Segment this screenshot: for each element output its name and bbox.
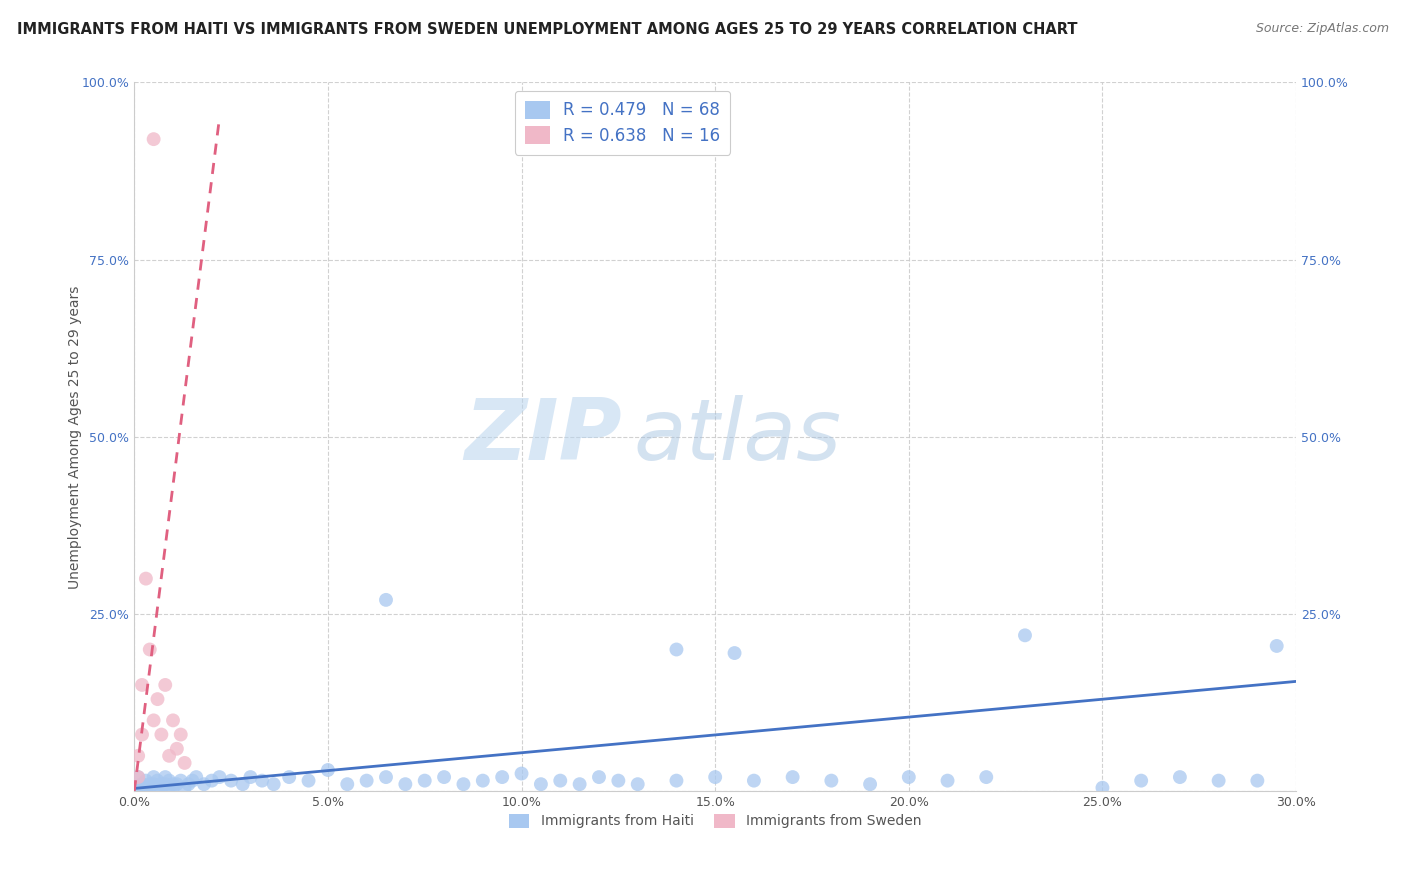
Point <box>471 773 494 788</box>
Point <box>131 777 153 791</box>
Point <box>433 770 456 784</box>
Point <box>820 773 842 788</box>
Y-axis label: Unemployment Among Ages 25 to 29 years: Unemployment Among Ages 25 to 29 years <box>67 285 82 589</box>
Point <box>146 773 169 788</box>
Legend: Immigrants from Haiti, Immigrants from Sweden: Immigrants from Haiti, Immigrants from S… <box>503 808 928 834</box>
Point <box>1091 780 1114 795</box>
Point <box>157 780 180 795</box>
Point <box>250 773 273 788</box>
Point <box>173 780 195 795</box>
Point <box>181 773 204 788</box>
Point <box>491 770 513 784</box>
Point <box>135 773 157 788</box>
Point <box>704 770 727 784</box>
Point <box>127 748 149 763</box>
Point <box>394 777 416 791</box>
Point <box>1246 773 1268 788</box>
Point <box>607 773 630 788</box>
Point <box>1168 770 1191 784</box>
Point <box>177 777 200 791</box>
Point <box>1130 773 1153 788</box>
Point <box>162 777 184 791</box>
Point <box>150 780 173 795</box>
Point <box>375 593 398 607</box>
Point <box>936 773 959 788</box>
Point <box>627 777 650 791</box>
Point <box>510 766 533 780</box>
Point <box>155 777 177 791</box>
Point <box>263 777 285 791</box>
Text: IMMIGRANTS FROM HAITI VS IMMIGRANTS FROM SWEDEN UNEMPLOYMENT AMONG AGES 25 TO 29: IMMIGRANTS FROM HAITI VS IMMIGRANTS FROM… <box>17 22 1077 37</box>
Point <box>201 773 224 788</box>
Text: atlas: atlas <box>634 395 842 478</box>
Text: Source: ZipAtlas.com: Source: ZipAtlas.com <box>1256 22 1389 36</box>
Point <box>859 777 882 791</box>
Point <box>375 770 398 784</box>
Text: ZIP: ZIP <box>464 395 623 478</box>
Point <box>548 773 571 788</box>
Point <box>413 773 436 788</box>
Point <box>782 770 804 784</box>
Point <box>139 642 162 657</box>
Point <box>162 780 184 795</box>
Point <box>723 646 745 660</box>
Point <box>208 770 231 784</box>
Point <box>665 642 688 657</box>
Point <box>665 773 688 788</box>
Point <box>146 692 169 706</box>
Point <box>155 770 177 784</box>
Point <box>186 770 208 784</box>
Point <box>974 770 997 784</box>
Point <box>897 770 920 784</box>
Point <box>1014 628 1036 642</box>
Point <box>146 780 169 795</box>
Point <box>142 777 165 791</box>
Point <box>131 780 153 795</box>
Point <box>135 780 157 795</box>
Point <box>150 777 173 791</box>
Point <box>1265 639 1288 653</box>
Point <box>742 773 765 788</box>
Point <box>131 678 153 692</box>
Point <box>232 777 254 791</box>
Point <box>297 773 319 788</box>
Point <box>157 773 180 788</box>
Point <box>166 741 188 756</box>
Point <box>588 770 610 784</box>
Point <box>170 727 193 741</box>
Point <box>453 777 475 791</box>
Point <box>166 777 188 791</box>
Point <box>193 777 215 791</box>
Point <box>127 780 149 795</box>
Point <box>162 714 184 728</box>
Point <box>139 777 162 791</box>
Point <box>316 763 339 777</box>
Point <box>530 777 553 791</box>
Point <box>239 770 262 784</box>
Point <box>142 132 165 146</box>
Point <box>127 770 149 784</box>
Point <box>1208 773 1230 788</box>
Point <box>336 777 359 791</box>
Point <box>170 773 193 788</box>
Point <box>142 714 165 728</box>
Point <box>139 780 162 795</box>
Point <box>142 770 165 784</box>
Point <box>131 727 153 741</box>
Point <box>155 678 177 692</box>
Point <box>157 748 180 763</box>
Point <box>219 773 242 788</box>
Point <box>127 770 149 784</box>
Point <box>150 727 173 741</box>
Point <box>135 572 157 586</box>
Point <box>173 756 195 770</box>
Point <box>356 773 378 788</box>
Point <box>568 777 591 791</box>
Point <box>278 770 301 784</box>
